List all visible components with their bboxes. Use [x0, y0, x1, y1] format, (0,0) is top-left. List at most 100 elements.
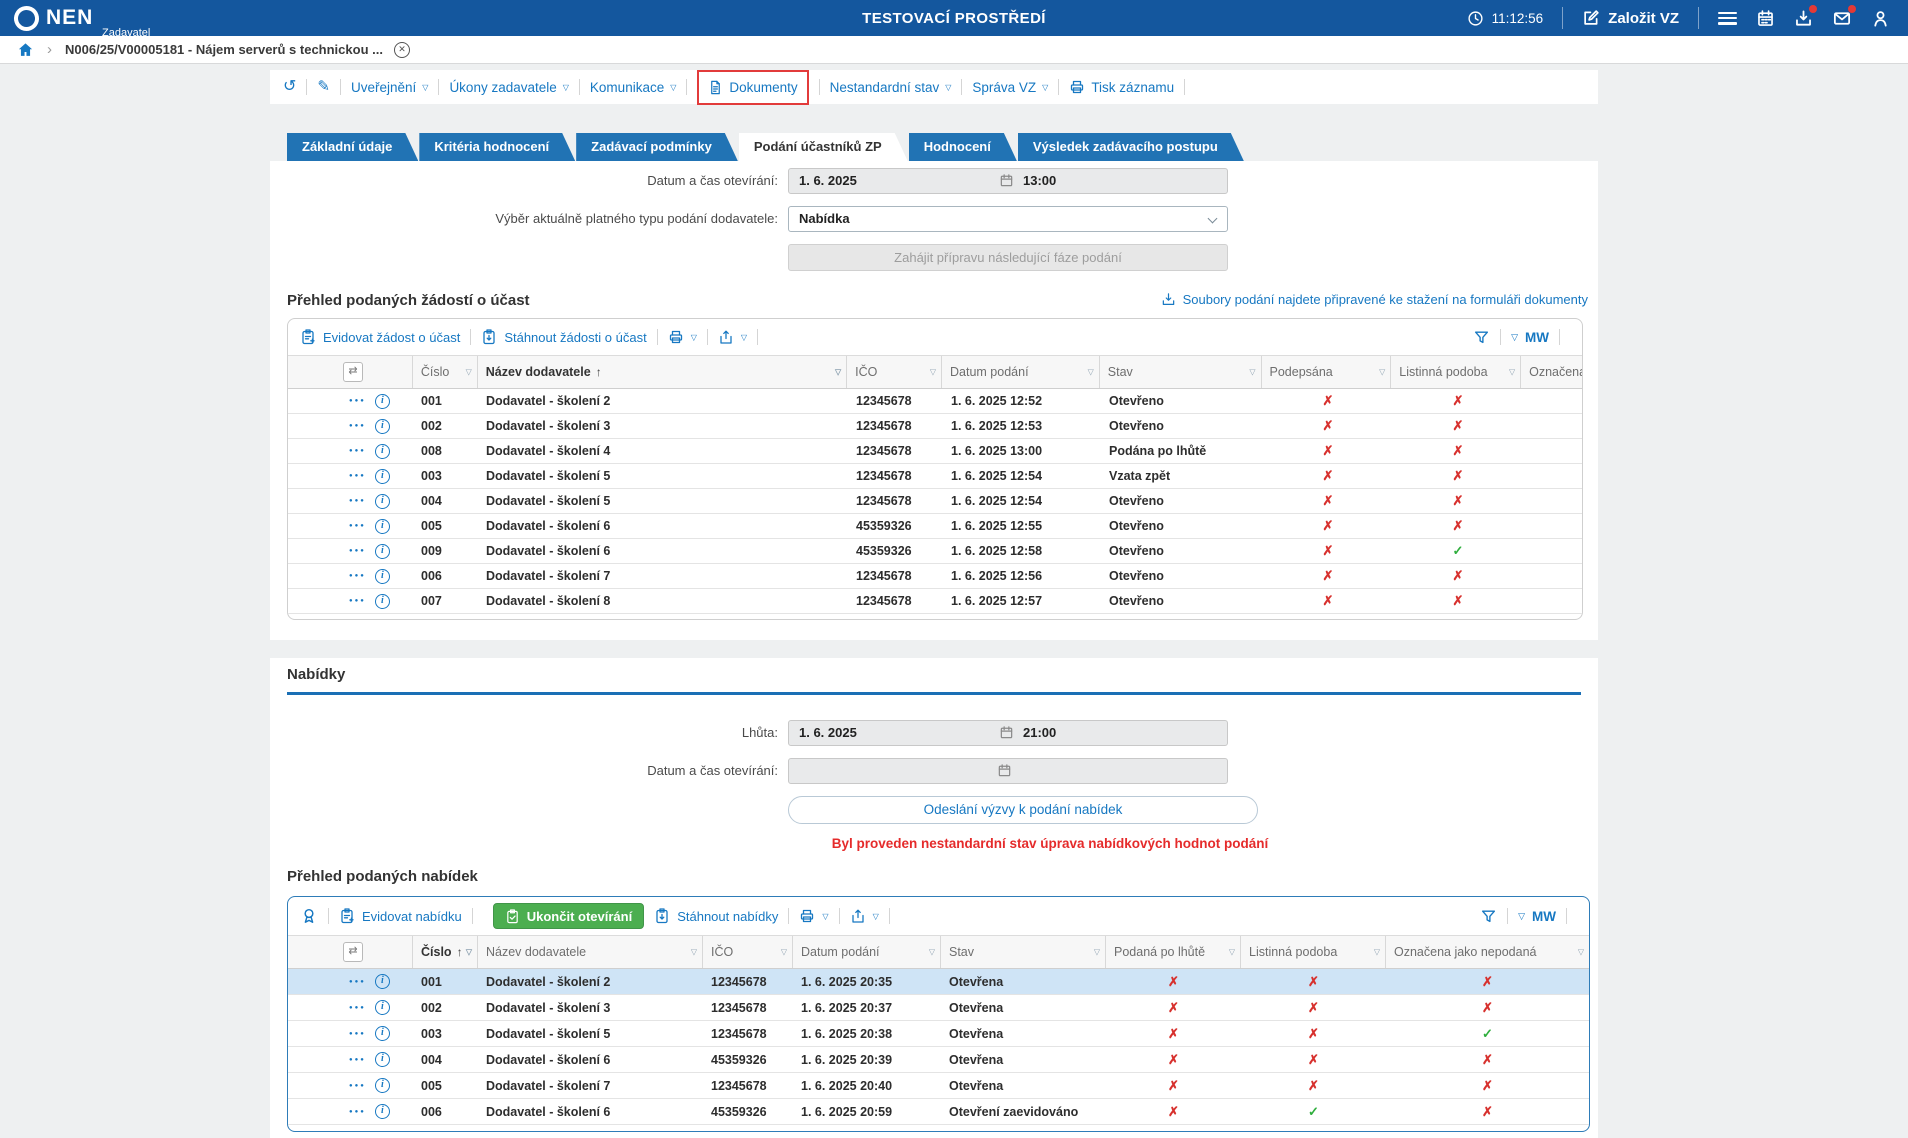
col-cislo[interactable]: Číslo↑▽	[413, 936, 478, 968]
request-row[interactable]: ●●● i 005 Dodavatel - školení 6 45359326…	[288, 514, 1582, 539]
request-row[interactable]: ●●● i 004 Dodavatel - školení 5 12345678…	[288, 489, 1582, 514]
info-icon[interactable]: i	[375, 544, 390, 559]
col-datum-podani[interactable]: Datum podání▽	[942, 356, 1100, 388]
row-menu-icon[interactable]: ●●●	[349, 398, 366, 404]
chevron-down-icon[interactable]: ▽	[1511, 332, 1518, 343]
menu-dokumenty[interactable]: Dokumenty	[697, 70, 808, 105]
col-podana-po-lhute[interactable]: Podaná po lhůtě▽	[1106, 936, 1241, 968]
menu-ukony-zadavatele[interactable]: Úkony zadavatele▽	[449, 80, 568, 95]
breadcrumb-item[interactable]: N006/25/V00005181 - Nájem serverů s tech…	[65, 42, 383, 57]
info-icon[interactable]: i	[375, 594, 390, 609]
request-row[interactable]: ●●● i 008 Dodavatel - školení 4 12345678…	[288, 439, 1582, 464]
medal-icon[interactable]	[300, 907, 318, 925]
row-menu-icon[interactable]: ●●●	[349, 1057, 366, 1063]
mw-button[interactable]: MW	[1532, 909, 1556, 924]
submission-type-select[interactable]: Nabídka	[788, 206, 1228, 232]
export-button[interactable]: ▽	[850, 908, 879, 924]
home-icon[interactable]	[17, 41, 34, 58]
col-listinna-podoba[interactable]: Listinná podoba▽	[1391, 356, 1521, 388]
row-menu-icon[interactable]: ●●●	[349, 1109, 366, 1115]
col-ico[interactable]: IČO▽	[703, 936, 793, 968]
pencil-icon[interactable]: ✎	[317, 79, 330, 95]
downloads-tray-icon[interactable]	[1794, 9, 1813, 28]
info-icon[interactable]: i	[375, 444, 390, 459]
row-menu-icon[interactable]: ●●●	[349, 573, 366, 579]
offer-row[interactable]: ●●● i 005 Dodavatel - školení 7 12345678…	[288, 1073, 1589, 1099]
col-stav[interactable]: Stav▽	[941, 936, 1106, 968]
print-button[interactable]: ▽	[668, 329, 697, 345]
info-icon[interactable]: i	[375, 469, 390, 484]
menu-uverejneni[interactable]: Uveřejnění▽	[351, 80, 428, 95]
close-icon[interactable]: ✕	[394, 42, 410, 58]
col-listinna-podoba[interactable]: Listinná podoba▽	[1241, 936, 1386, 968]
download-requests-button[interactable]: Stáhnout žádosti o účast	[481, 329, 646, 345]
tab-hodnoceni[interactable]: Hodnocení	[909, 133, 1017, 161]
col-datum-podani[interactable]: Datum podání▽	[793, 936, 941, 968]
row-menu-icon[interactable]: ●●●	[349, 1083, 366, 1089]
offer-row[interactable]: ●●● i 006 Dodavatel - školení 6 45359326…	[288, 1099, 1589, 1125]
register-offer-button[interactable]: Evidovat nabídku	[339, 908, 462, 924]
info-icon[interactable]: i	[375, 974, 390, 989]
tab-zakladni-udaje[interactable]: Základní údaje	[287, 133, 418, 161]
info-icon[interactable]: i	[375, 569, 390, 584]
refresh-icon[interactable]: ↺	[283, 79, 296, 95]
request-row[interactable]: ●●● i 009 Dodavatel - školení 6 45359326…	[288, 539, 1582, 564]
col-cislo[interactable]: Číslo▽	[413, 356, 478, 388]
menu-icon[interactable]	[1718, 12, 1737, 25]
send-offer-invitation-button[interactable]: Odeslání výzvy k podání nabídek	[788, 796, 1258, 824]
info-icon[interactable]: i	[375, 1000, 390, 1015]
row-menu-icon[interactable]: ●●●	[349, 498, 366, 504]
row-menu-icon[interactable]: ●●●	[349, 1005, 366, 1011]
offer-row[interactable]: ●●● i 002 Dodavatel - školení 3 12345678…	[288, 995, 1589, 1021]
col-nazev-dodavatele[interactable]: Název dodavatele↑▽	[478, 356, 847, 388]
request-row[interactable]: ●●● i 001 Dodavatel - školení 2 12345678…	[288, 389, 1582, 414]
request-row[interactable]: ●●● i 002 Dodavatel - školení 3 12345678…	[288, 414, 1582, 439]
col-stav[interactable]: Stav▽	[1100, 356, 1262, 388]
menu-tisk-zaznamu[interactable]: Tisk záznamu	[1069, 79, 1174, 95]
row-menu-icon[interactable]: ●●●	[349, 598, 366, 604]
col-oznacena-jako-nepodana[interactable]: Označena jako nepodaná▽	[1386, 936, 1589, 968]
menu-sprava-vz[interactable]: Správa VZ▽	[972, 80, 1048, 95]
request-row[interactable]: ●●● i 006 Dodavatel - školení 7 12345678…	[288, 564, 1582, 589]
info-icon[interactable]: i	[375, 1104, 390, 1119]
submission-files-link[interactable]: Soubory podání najdete připravené ke sta…	[1161, 292, 1588, 307]
filter-icon[interactable]	[1473, 329, 1490, 346]
column-settings-icon[interactable]: ⇄	[343, 942, 363, 962]
row-menu-icon[interactable]: ●●●	[349, 548, 366, 554]
export-button[interactable]: ▽	[718, 329, 747, 345]
offer-row[interactable]: ●●● i 004 Dodavatel - školení 6 45359326…	[288, 1047, 1589, 1073]
info-icon[interactable]: i	[375, 1052, 390, 1067]
offer-row[interactable]: ●●● i 001 Dodavatel - školení 2 12345678…	[288, 969, 1589, 995]
row-menu-icon[interactable]: ●●●	[349, 1031, 366, 1037]
user-icon[interactable]	[1871, 9, 1890, 28]
info-icon[interactable]: i	[375, 519, 390, 534]
nen-logo[interactable]: NEN Zadavatel	[0, 6, 93, 31]
info-icon[interactable]: i	[375, 1078, 390, 1093]
offer-row[interactable]: ●●● i 003 Dodavatel - školení 5 12345678…	[288, 1021, 1589, 1047]
row-menu-icon[interactable]: ●●●	[349, 473, 366, 479]
finish-opening-button[interactable]: Ukončit otevírání	[493, 903, 644, 929]
calendar-icon[interactable]	[1756, 9, 1775, 28]
download-offers-button[interactable]: Stáhnout nabídky	[654, 908, 778, 924]
info-icon[interactable]: i	[375, 394, 390, 409]
col-oznacena-jako-nepodana[interactable]: Označena jako nepodaná	[1521, 356, 1582, 388]
tab-podani-ucastniku-zp[interactable]: Podání účastníků ZP	[739, 133, 908, 161]
row-menu-icon[interactable]: ●●●	[349, 523, 366, 529]
mail-icon[interactable]	[1832, 9, 1852, 28]
mw-button[interactable]: MW	[1525, 330, 1549, 345]
tab-kriteria-hodnoceni[interactable]: Kritéria hodnocení	[419, 133, 575, 161]
tab-zadavaci-podminky[interactable]: Zadávací podmínky	[576, 133, 738, 161]
menu-nestandardni-stav[interactable]: Nestandardní stav▽	[830, 80, 952, 95]
col-ico[interactable]: IČO▽	[847, 356, 942, 388]
info-icon[interactable]: i	[375, 1026, 390, 1041]
filter-icon[interactable]	[1480, 908, 1497, 925]
chevron-down-icon[interactable]: ▽	[1518, 911, 1525, 922]
info-icon[interactable]: i	[375, 419, 390, 434]
tab-vysledek-zadavaciho-postupu[interactable]: Výsledek zadávacího postupu	[1018, 133, 1244, 161]
row-menu-icon[interactable]: ●●●	[349, 448, 366, 454]
request-row[interactable]: ●●● i 007 Dodavatel - školení 8 12345678…	[288, 589, 1582, 614]
column-settings-icon[interactable]: ⇄	[343, 362, 363, 382]
row-menu-icon[interactable]: ●●●	[349, 423, 366, 429]
col-podepsana[interactable]: Podepsána▽	[1262, 356, 1392, 388]
menu-komunikace[interactable]: Komunikace▽	[590, 80, 676, 95]
